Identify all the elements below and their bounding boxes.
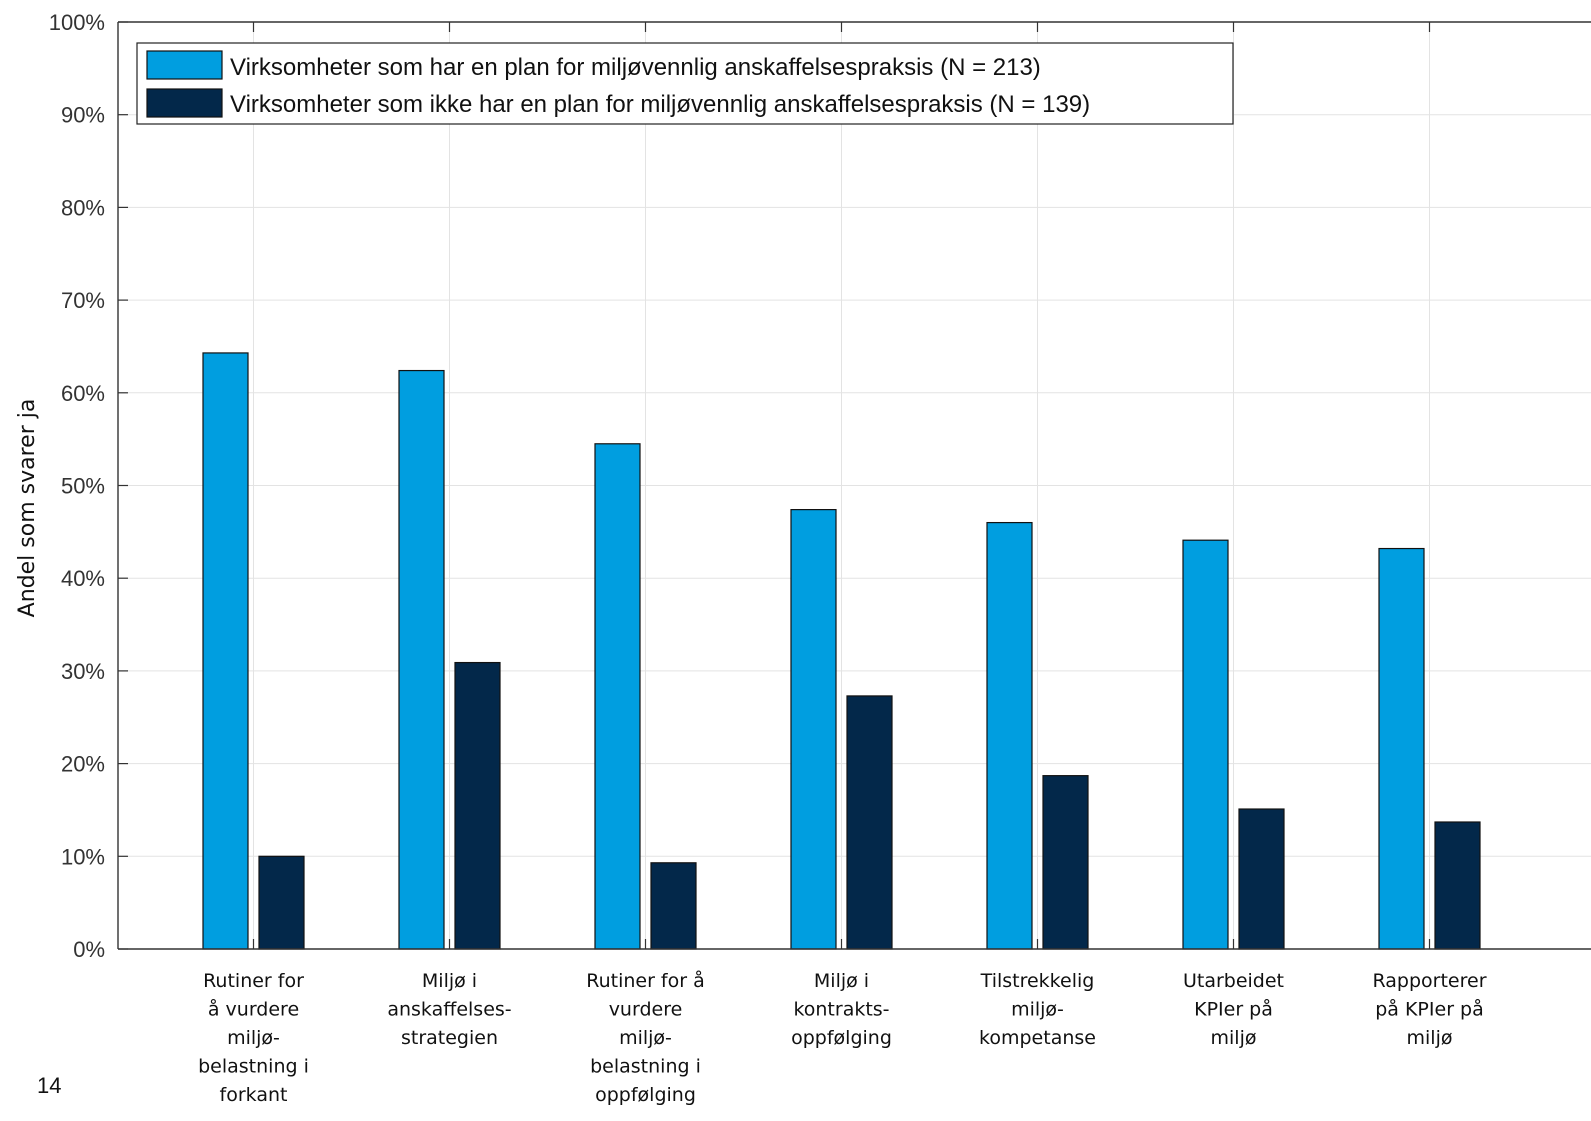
y-tick-label: 70% <box>61 288 105 313</box>
x-category-label-line: Rutiner for å <box>586 969 705 992</box>
bar-without-plan <box>651 863 696 949</box>
y-tick-label: 0% <box>73 937 105 962</box>
x-category-label: Miljø i anskaffelses-strategien <box>387 970 511 1049</box>
x-category-label-line: kontrakts- <box>793 999 889 1021</box>
x-category-label-line: forkant <box>220 1084 288 1106</box>
y-tick-labels: 0% 10% 20% 30% 40% 50% 60% 70% 80% 90% 100% <box>49 10 105 962</box>
x-category-label: Rapporterer på KPIer på miljø <box>1372 970 1486 1049</box>
x-category-label-line: på KPIer på <box>1375 998 1484 1021</box>
bar-without-plan <box>1043 776 1088 949</box>
bar-with-plan <box>1379 549 1424 949</box>
legend-swatch-with-plan <box>147 51 222 79</box>
x-category-label-line: miljø- <box>227 1027 280 1049</box>
y-tick-label: 20% <box>61 752 105 777</box>
x-tick-labels: Rutiner for å vurdere miljø-belastning i fo… <box>198 969 1487 1106</box>
x-category-label-line: strategien <box>401 1027 498 1049</box>
x-category-label-line: Utarbeidet <box>1183 970 1284 992</box>
legend-label-without-plan: Virksomheter som ikke har en plan for mi… <box>230 91 1090 118</box>
page-number: 14 <box>37 1073 61 1098</box>
x-category-label: Miljø i kontrakts-oppfølging <box>791 970 892 1049</box>
bar-with-plan <box>595 444 640 949</box>
bar-without-plan <box>455 663 500 949</box>
legend-label-with-plan: Virksomheter som har en plan for miljøve… <box>230 54 1041 81</box>
bar-without-plan <box>259 856 304 949</box>
bar-without-plan <box>1239 809 1284 949</box>
x-category-label-line: belastning i <box>590 1056 701 1078</box>
x-category-label-line: kompetanse <box>979 1027 1096 1049</box>
x-category-label-line: Tilstrekkelig <box>980 970 1095 992</box>
legend-swatch-without-plan <box>147 89 222 117</box>
y-tick-label: 10% <box>61 844 105 869</box>
y-tick-label: 100% <box>49 10 105 35</box>
x-category-label-line: oppfølging <box>595 1084 696 1106</box>
x-category-label-line: miljø- <box>1011 999 1064 1021</box>
x-category-label-line: belastning i <box>198 1056 309 1078</box>
y-axis-label: Andel som svarer ja <box>15 399 40 618</box>
x-category-label-line: Rutiner for <box>203 970 304 992</box>
x-category-label-line: å vurdere <box>208 998 299 1021</box>
x-category-label: Utarbeidet KPIer på miljø <box>1183 970 1284 1049</box>
y-tick-label: 40% <box>61 566 105 591</box>
legend: Virksomheter som har en plan for miljøve… <box>137 43 1233 124</box>
bar-without-plan <box>847 696 892 949</box>
x-category-label: Rutiner for å vurdere miljø-belastning i fo… <box>198 970 309 1106</box>
bar-with-plan <box>987 523 1032 949</box>
y-tick-label: 80% <box>61 195 105 220</box>
x-category-label-line: miljø- <box>619 1027 672 1049</box>
x-category-label-line: KPIer på <box>1194 998 1273 1021</box>
x-category-label-line: Rapporterer <box>1372 970 1486 992</box>
x-category-label-line: Miljø i <box>814 970 869 992</box>
bar-without-plan <box>1435 822 1480 949</box>
x-category-label-line: anskaffelses- <box>387 999 511 1021</box>
bar-with-plan <box>399 371 444 949</box>
x-category-label-line: miljø <box>1407 1027 1453 1049</box>
bar-with-plan <box>203 353 248 949</box>
bar-with-plan <box>1183 540 1228 949</box>
x-category-label: Rutiner for å vurdere miljø-belastning i op… <box>586 969 705 1106</box>
x-category-label-line: oppfølging <box>791 1027 892 1049</box>
bar-with-plan <box>791 510 836 949</box>
y-tick-label: 30% <box>61 659 105 684</box>
x-category-label-line: Miljø i <box>422 970 477 992</box>
x-category-label-line: vurdere <box>609 999 683 1021</box>
x-category-label-line: miljø <box>1211 1027 1257 1049</box>
y-tick-label: 90% <box>61 103 105 128</box>
y-tick-label: 50% <box>61 474 105 499</box>
y-tick-label: 60% <box>61 381 105 406</box>
x-category-label: Tilstrekkelig miljø-kompetanse <box>979 970 1096 1049</box>
